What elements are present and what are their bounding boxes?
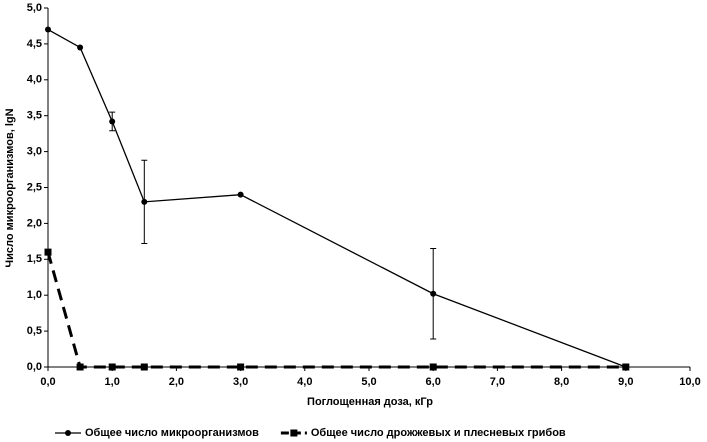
y-tick-label: 5,0 bbox=[27, 2, 42, 14]
legend-label: Общее число микроорганизмов bbox=[85, 427, 259, 439]
x-tick-label: 2,0 bbox=[169, 376, 184, 388]
y-tick-label: 1,5 bbox=[27, 253, 42, 265]
data-point bbox=[141, 198, 148, 205]
y-tick-label: 4,0 bbox=[27, 74, 42, 86]
x-axis-label: Поглощенная доза, кГр bbox=[307, 396, 433, 408]
y-tick-label: 4,5 bbox=[27, 38, 42, 50]
data-point bbox=[140, 363, 148, 371]
series-line bbox=[47, 28, 627, 368]
x-tick-label: 7,0 bbox=[490, 376, 505, 388]
y-tick-label: 3,0 bbox=[27, 146, 42, 158]
x-tick-label: 4,0 bbox=[297, 376, 312, 388]
y-axis-label: Число микроорганизмов, lgN bbox=[4, 108, 16, 267]
x-tick-label: 5,0 bbox=[361, 376, 376, 388]
x-tick-label: 0,0 bbox=[40, 376, 55, 388]
y-tick-label: 2,0 bbox=[27, 217, 42, 229]
x-tick-label: 1,0 bbox=[105, 376, 120, 388]
series-line bbox=[46, 251, 626, 369]
x-tick-label: 8,0 bbox=[554, 376, 569, 388]
x-tick-label: 6,0 bbox=[426, 376, 441, 388]
data-point bbox=[109, 118, 116, 125]
data-point bbox=[45, 26, 51, 33]
legend-marker bbox=[65, 430, 71, 436]
data-point bbox=[622, 363, 630, 371]
x-tick-label: 10,0 bbox=[679, 376, 700, 388]
y-tick-label: 0,0 bbox=[27, 361, 42, 373]
x-tick-label: 9,0 bbox=[618, 376, 633, 388]
legend-label: Общее число дрожжевых и плесневых грибов bbox=[311, 427, 566, 439]
y-tick-label: 1,0 bbox=[27, 289, 42, 301]
y-tick-label: 2,5 bbox=[27, 181, 42, 193]
data-point bbox=[237, 363, 245, 371]
x-tick-label: 3,0 bbox=[233, 376, 248, 388]
data-point bbox=[429, 363, 437, 371]
legend-marker bbox=[290, 429, 298, 437]
data-point bbox=[77, 44, 84, 51]
y-tick-label: 3,5 bbox=[27, 110, 42, 122]
data-point bbox=[430, 290, 437, 297]
y-tick-label: 0,5 bbox=[27, 325, 42, 337]
data-point bbox=[237, 191, 244, 198]
data-point bbox=[76, 363, 84, 371]
data-point bbox=[44, 248, 52, 256]
data-point bbox=[108, 363, 116, 371]
